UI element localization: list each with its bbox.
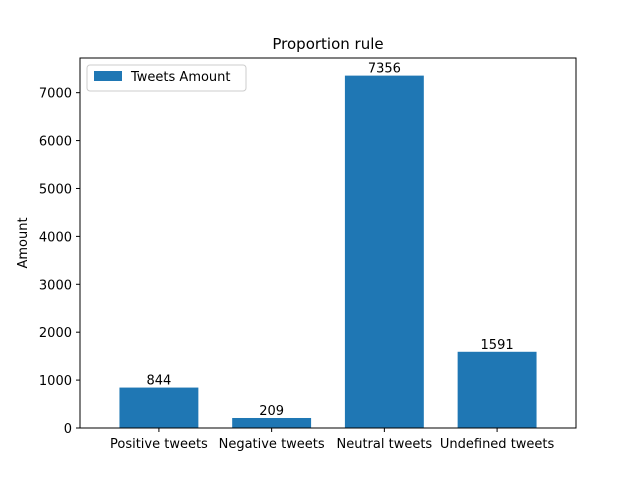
bar-1 xyxy=(232,417,312,428)
y-tick-label-0: 0 xyxy=(64,422,72,437)
bar-0 xyxy=(119,387,199,428)
x-tick-label-1: Negative tweets xyxy=(219,437,325,452)
bars-layer xyxy=(119,75,537,428)
y-tick-label-6: 6000 xyxy=(39,135,72,150)
y-tick-label-5: 5000 xyxy=(39,182,72,197)
bar-value-label-0: 844 xyxy=(146,374,171,389)
bar-3 xyxy=(457,351,537,428)
bar-value-label-3: 1591 xyxy=(481,338,514,353)
x-tick-label-2: Neutral tweets xyxy=(337,437,433,452)
bar-2 xyxy=(344,75,424,428)
x-ticks: Positive tweets Negative tweets Neutral tw… xyxy=(110,428,555,452)
bar-value-label-2: 7356 xyxy=(368,62,401,77)
legend: Tweets Amount xyxy=(86,64,247,92)
y-tick-label-4: 4000 xyxy=(39,230,72,245)
x-tick-label-0: Positive tweets xyxy=(110,437,208,452)
x-tick-label-3: Undefined tweets xyxy=(440,437,555,452)
y-ticks: 0 1000 2000 3000 4000 5000 6000 7000 xyxy=(39,87,80,437)
plot-frame xyxy=(79,57,577,429)
legend-box xyxy=(86,64,247,92)
chart-title: Proportion rule xyxy=(272,35,383,53)
y-tick-label-7: 7000 xyxy=(39,87,72,102)
y-axis-label: Amount xyxy=(16,217,31,268)
y-tick-label-2: 2000 xyxy=(39,326,72,341)
y-tick-label-1: 1000 xyxy=(39,374,72,389)
bar-value-label-1: 209 xyxy=(259,404,284,419)
bar-labels-layer: 844 209 7356 1591 xyxy=(146,62,513,419)
y-tick-label-3: 3000 xyxy=(39,278,72,293)
legend-label: Tweets Amount xyxy=(130,70,231,85)
legend-swatch xyxy=(94,71,122,81)
